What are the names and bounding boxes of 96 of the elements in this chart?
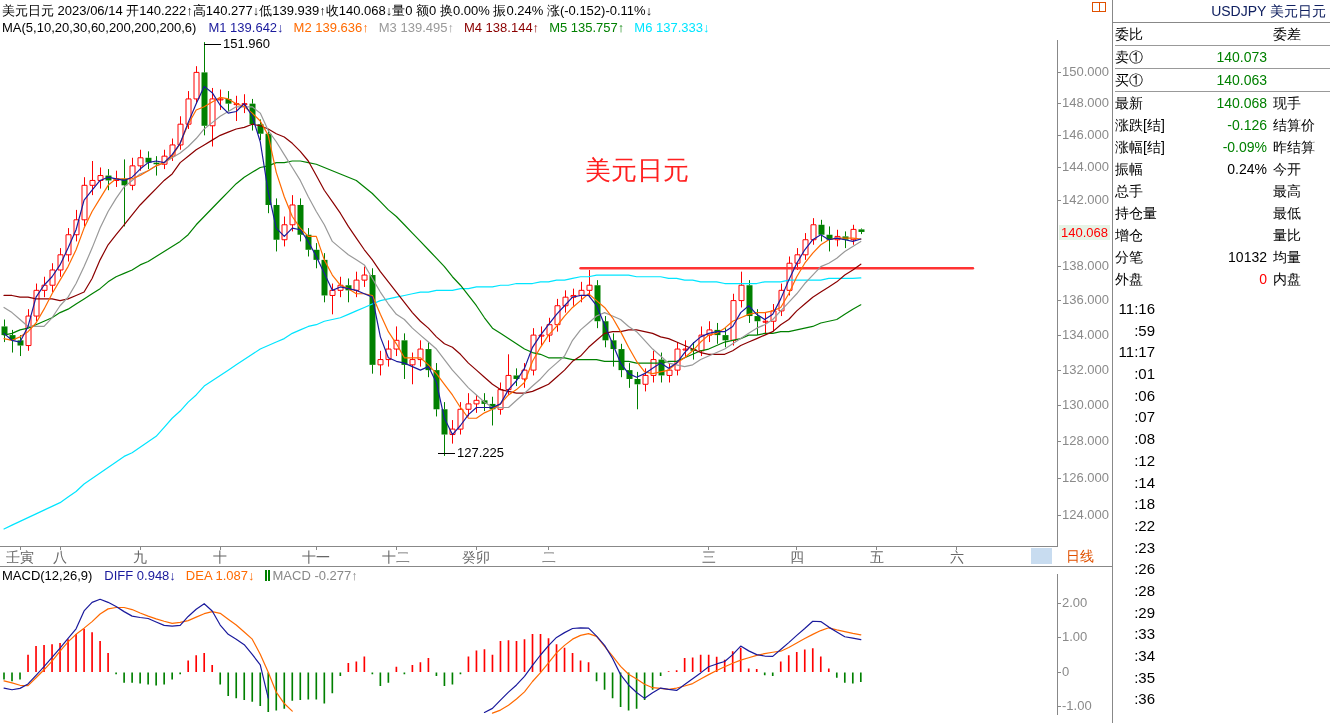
text: 今开	[1273, 160, 1302, 179]
y-tick-label: 1.00	[1062, 629, 1088, 645]
y-tick-label: 150.000	[1062, 63, 1109, 79]
text: 外盘	[1115, 270, 1144, 289]
y-tick-label: 134.000	[1062, 326, 1109, 342]
text: 最高	[1273, 182, 1302, 201]
text: :14	[1133, 472, 1155, 493]
text: M2 139.636↑	[293, 20, 369, 35]
text: M1 139.642↓	[208, 20, 284, 35]
text: 现手	[1273, 94, 1302, 113]
y-tick-label: 148.000	[1062, 95, 1109, 111]
text: :01	[1133, 364, 1155, 385]
text: :36	[1133, 689, 1155, 710]
y-tick-label: 132.000	[1062, 361, 1109, 377]
x-tick-label: 癸卯	[462, 549, 491, 566]
annotation: 美元日元	[585, 154, 689, 187]
y-tick-label: 126.000	[1062, 470, 1109, 486]
text: 委差	[1273, 23, 1330, 46]
series-label: DIFF 0.948↓	[104, 568, 176, 583]
text: :06	[1133, 385, 1155, 406]
text: 涨幅[结]	[1115, 138, 1166, 157]
text: 140.063	[1185, 69, 1273, 92]
chart-subtitle: MA(5,10,20,30,60,200,200,200,6)	[2, 20, 197, 35]
text: 日线	[1066, 548, 1094, 566]
text: M3 139.495↑	[378, 20, 454, 35]
text: 最新	[1115, 94, 1144, 113]
chart-subtitle: MACD(12,26,9)	[2, 568, 93, 583]
text: USDJPY 美元日元	[1113, 0, 1330, 23]
text: 持仓量	[1115, 204, 1158, 223]
y-tick-label: 142.000	[1062, 191, 1109, 207]
text: :07	[1133, 407, 1155, 428]
text: :59	[1133, 320, 1155, 341]
annotation: 151.960	[223, 36, 270, 51]
text: 涨跌[结]	[1115, 116, 1166, 135]
text: 10132	[1227, 248, 1268, 267]
text: 量比	[1273, 226, 1302, 245]
text: 委比	[1115, 23, 1185, 46]
text: 0	[1258, 270, 1268, 289]
y-tick-label: 136.000	[1062, 292, 1109, 308]
text: :34	[1133, 646, 1155, 666]
text: :29	[1133, 602, 1155, 623]
text: :35	[1133, 667, 1155, 688]
x-tick-label: 八	[53, 549, 68, 566]
text: 结算价	[1273, 116, 1316, 135]
y-tick-label: -1.00	[1062, 698, 1092, 714]
text: M5 135.757↑	[549, 20, 625, 35]
text: DEA 1.087↓	[185, 568, 255, 583]
text: -0.09%	[1221, 138, 1268, 157]
y-tick-label: 2.00	[1062, 594, 1088, 610]
text: :23	[1133, 537, 1155, 558]
x-tick-label: 十	[213, 549, 228, 566]
text: 11:16	[1117, 299, 1155, 319]
text: 140.068	[1215, 94, 1268, 113]
legend-label: MACD -0.277↑	[272, 568, 358, 583]
text: -0.126	[1226, 116, 1268, 135]
x-tick-label: 壬寅	[6, 549, 35, 566]
text: 内盘	[1273, 270, 1302, 289]
x-tick-label: 三	[701, 549, 716, 566]
text: 买①	[1115, 69, 1185, 92]
text: :18	[1133, 494, 1155, 515]
y-tick-label: 144.000	[1062, 159, 1109, 175]
x-tick-label: 六	[949, 549, 964, 566]
text: M6 137.333↓	[634, 20, 710, 35]
chart-title: 美元日元 2023/06/14 开140.222↑高140.277↓低139.939↑收140.068↓量0 额0 换0.00% 振0.24% 涨(-0.152)-0.11%↓	[2, 2, 653, 20]
x-tick-label: 五	[869, 549, 884, 566]
text: 卖①	[1115, 46, 1185, 69]
y-tick-label: 130.000	[1062, 397, 1109, 413]
text: 昨结算	[1273, 138, 1316, 157]
x-tick-label: 四	[789, 549, 804, 566]
text: 140.073	[1185, 46, 1273, 69]
y-tick-label: 0	[1062, 663, 1070, 679]
text: 最低	[1273, 204, 1302, 223]
x-tick-label: 十二	[382, 549, 411, 566]
x-tick-label: 九	[133, 549, 148, 566]
text: 振幅	[1115, 160, 1144, 179]
text: :08	[1133, 429, 1155, 450]
y-tick-label: 138.000	[1062, 258, 1109, 274]
text: 均量	[1273, 248, 1302, 267]
text: M4 138.144↑	[463, 20, 540, 35]
text: :22	[1133, 515, 1155, 536]
text: 140.068	[1059, 225, 1110, 240]
x-tick-label: 十一	[302, 549, 331, 566]
text: 增仓	[1115, 226, 1144, 245]
y-tick-label: 128.000	[1062, 433, 1109, 449]
text: :28	[1133, 580, 1155, 601]
text: :12	[1133, 450, 1155, 471]
text: 分笔	[1115, 248, 1144, 267]
annotation: 127.225	[457, 445, 504, 460]
x-tick-label: 二	[541, 549, 556, 566]
text: :26	[1133, 559, 1155, 580]
text: 总手	[1115, 182, 1144, 201]
text: 0.24%	[1226, 160, 1268, 179]
y-tick-label: 124.000	[1062, 507, 1109, 523]
y-tick-label: 146.000	[1062, 126, 1109, 142]
text: :33	[1133, 624, 1155, 645]
text: 11:17	[1117, 342, 1155, 363]
